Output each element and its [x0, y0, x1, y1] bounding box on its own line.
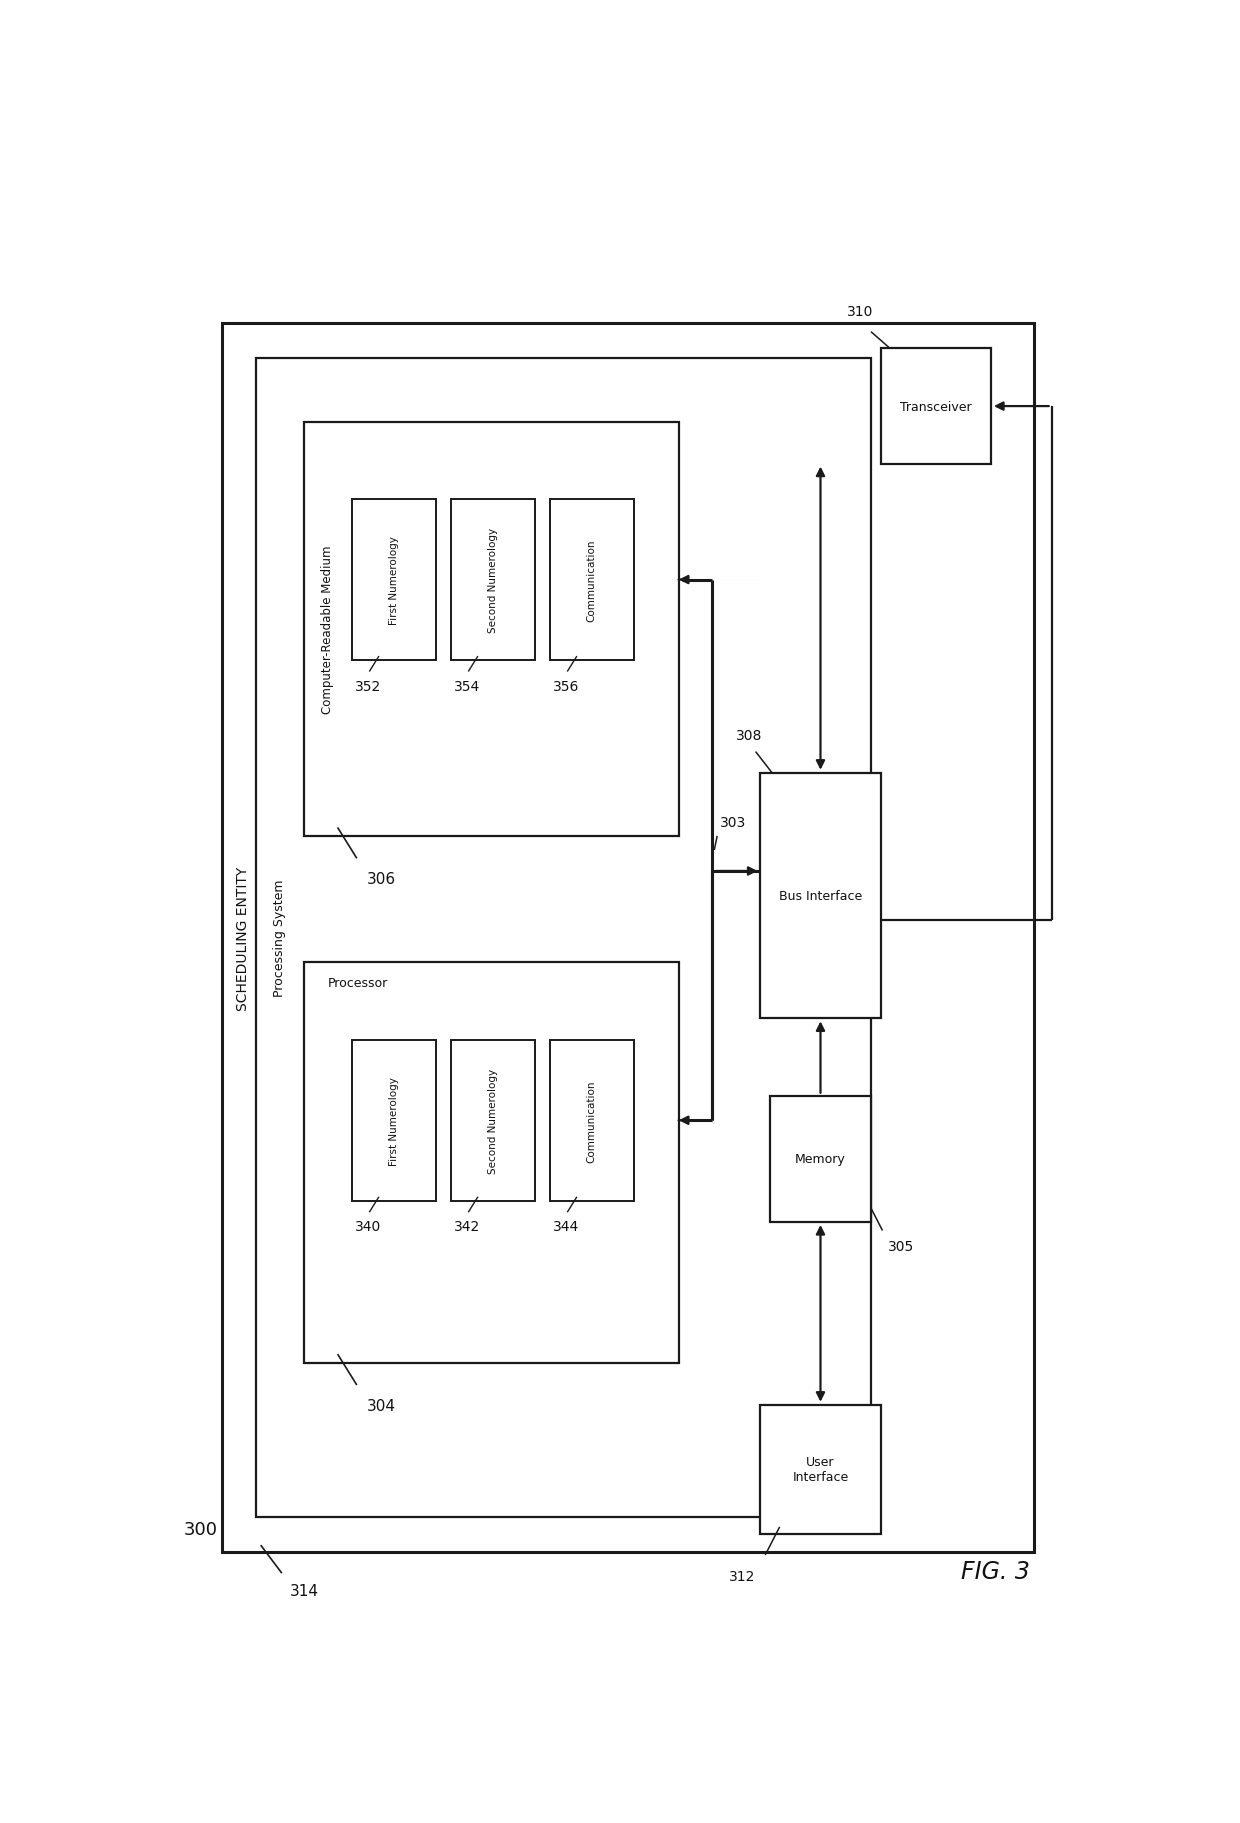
Text: Computer-Readable Medium: Computer-Readable Medium: [321, 545, 335, 713]
Text: 300: 300: [184, 1520, 217, 1539]
Text: Second Numerology: Second Numerology: [487, 1068, 497, 1174]
Text: 305: 305: [888, 1240, 914, 1252]
Bar: [551, 1039, 634, 1201]
Bar: [551, 500, 634, 662]
Bar: [255, 359, 870, 1517]
Text: 356: 356: [553, 680, 579, 693]
Bar: [770, 1096, 870, 1223]
Text: Second Numerology: Second Numerology: [487, 527, 497, 633]
Bar: [352, 500, 435, 662]
Text: Bus Interface: Bus Interface: [779, 890, 862, 902]
Bar: [222, 324, 1034, 1551]
Text: 308: 308: [737, 729, 763, 742]
Text: 312: 312: [729, 1570, 755, 1582]
Bar: [451, 1039, 534, 1201]
Bar: [760, 773, 880, 1019]
Text: Processor: Processor: [327, 977, 388, 990]
Text: 306: 306: [367, 871, 396, 886]
Text: Memory: Memory: [795, 1152, 846, 1165]
Bar: [880, 350, 991, 465]
Text: SCHEDULING ENTITY: SCHEDULING ENTITY: [237, 866, 250, 1010]
Text: 352: 352: [355, 680, 381, 693]
Text: 314: 314: [290, 1582, 319, 1599]
Text: Transceiver: Transceiver: [900, 401, 972, 414]
Text: User
Interface: User Interface: [792, 1455, 848, 1484]
Text: Processing System: Processing System: [274, 879, 286, 997]
Text: FIG. 3: FIG. 3: [961, 1559, 1030, 1582]
Text: 303: 303: [720, 815, 746, 829]
Text: Communication: Communication: [587, 1079, 596, 1161]
Text: 310: 310: [847, 304, 873, 319]
Text: 304: 304: [367, 1398, 396, 1413]
Bar: [451, 500, 534, 662]
Text: 340: 340: [355, 1220, 381, 1234]
Bar: [304, 423, 678, 837]
Text: 354: 354: [454, 680, 480, 693]
Bar: [352, 1039, 435, 1201]
Text: Communication: Communication: [587, 540, 596, 622]
Text: First Numerology: First Numerology: [389, 536, 399, 625]
Text: 342: 342: [454, 1220, 480, 1234]
Text: First Numerology: First Numerology: [389, 1076, 399, 1165]
Bar: [304, 963, 678, 1364]
Bar: [760, 1406, 880, 1533]
Text: 344: 344: [553, 1220, 579, 1234]
